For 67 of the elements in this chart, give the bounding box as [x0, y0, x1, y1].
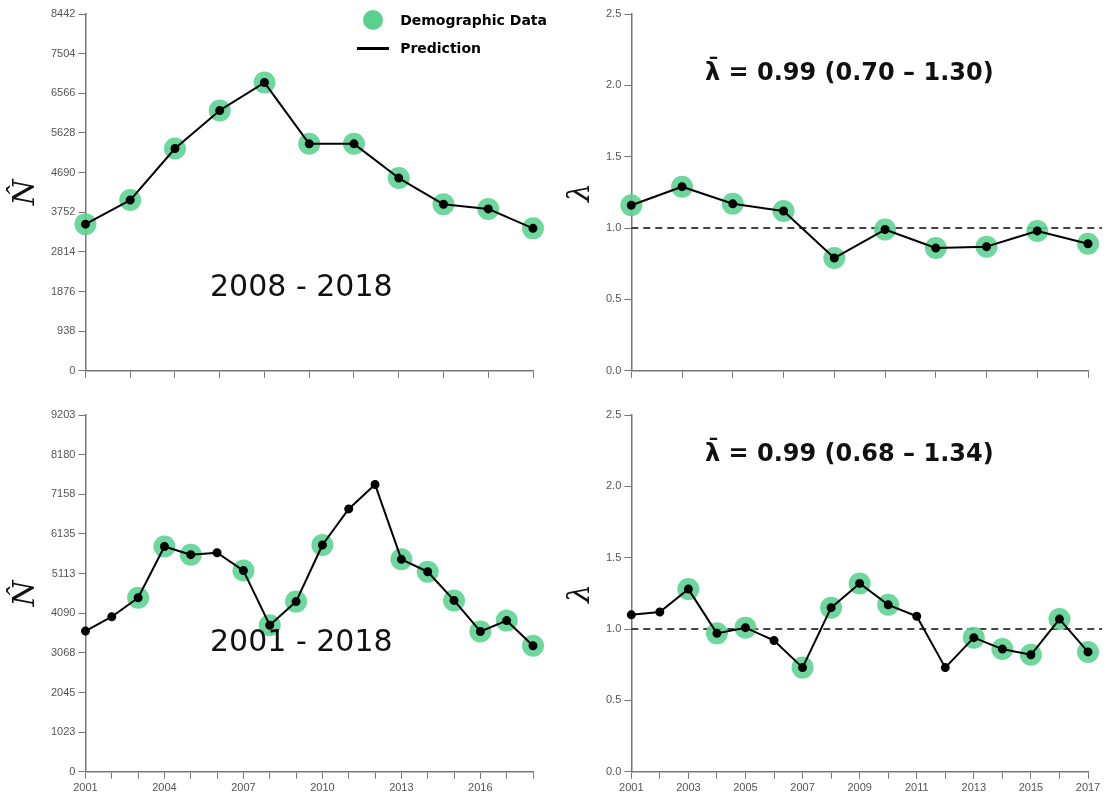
- annotation: λ̄ = 0.99 (0.68 – 1.34): [705, 439, 994, 467]
- point: [769, 636, 779, 645]
- annotation: 2008 - 2018: [210, 268, 393, 303]
- y-axis-title: N̂: [5, 578, 41, 608]
- point: [107, 612, 117, 622]
- y-tick-label: 2.0: [605, 78, 622, 91]
- x-tick-label: 2013: [389, 781, 414, 794]
- x-tick-label: 2007: [231, 781, 256, 794]
- y-tick-label: 2045: [50, 685, 76, 698]
- y-tick-label: 1.0: [605, 622, 622, 635]
- x-tick-label: 2004: [152, 781, 177, 794]
- y-tick-label: 7504: [50, 46, 76, 59]
- y-tick-label: 1023: [50, 725, 76, 738]
- point: [80, 626, 90, 636]
- y-tick-label: 0.5: [605, 292, 622, 305]
- point: [940, 663, 950, 673]
- legend-label: Demographic Data: [400, 12, 547, 28]
- x-tick-label: 2001: [619, 781, 644, 794]
- y-tick-label: 0.0: [605, 764, 622, 777]
- y-tick-label: 0: [69, 764, 76, 777]
- y-tick-label: 0.0: [605, 363, 622, 376]
- legend-label: Prediction: [400, 40, 481, 56]
- y-tick-label: 2.5: [605, 7, 622, 20]
- y-tick-label: 0.5: [605, 693, 622, 706]
- y-tick-label: 4690: [50, 165, 76, 178]
- y-tick-label: 3068: [50, 645, 76, 658]
- y-tick-label: 1.5: [605, 550, 622, 563]
- x-tick-label: 2009: [847, 781, 872, 794]
- y-tick-label: 7158: [50, 487, 76, 500]
- x-tick-label: 2017: [1075, 781, 1101, 794]
- x-tick-label: 2010: [310, 781, 335, 794]
- y-tick-label: 938: [57, 324, 76, 337]
- point: [655, 607, 665, 617]
- y-tick-label: 1876: [50, 284, 76, 297]
- y-tick-label: 3752: [50, 205, 76, 218]
- y-axis-title: λ: [560, 583, 596, 604]
- y-tick-label: 8442: [50, 7, 76, 20]
- annotation: 2001 - 2018: [210, 623, 393, 658]
- y-tick-label: 2814: [50, 244, 76, 257]
- x-tick-label: 2003: [676, 781, 701, 794]
- y-axis-title: λ: [560, 182, 596, 203]
- annotation: λ̄ = 0.99 (0.70 – 1.30): [705, 58, 994, 86]
- x-tick-label: 2005: [733, 781, 758, 794]
- y-tick-label: 1.0: [605, 221, 622, 234]
- point: [912, 611, 922, 621]
- y-tick-label: 5113: [51, 566, 76, 579]
- x-tick-label: 2001: [73, 781, 98, 794]
- y-tick-label: 4090: [50, 606, 76, 619]
- y-tick-label: 6566: [50, 86, 76, 99]
- point: [370, 480, 380, 490]
- y-tick-label: 2.5: [605, 408, 622, 421]
- y-tick-label: 8180: [50, 447, 76, 460]
- point: [212, 548, 222, 558]
- y-tick-label: 0: [69, 363, 76, 376]
- x-tick-label: 2013: [961, 781, 987, 794]
- y-tick-label: 6135: [50, 526, 76, 539]
- y-tick-label: 1.5: [605, 149, 622, 162]
- y-tick-label: 2.0: [605, 479, 622, 492]
- x-tick-label: 2016: [468, 781, 493, 794]
- x-tick-label: 2007: [790, 781, 815, 794]
- point: [344, 504, 354, 514]
- x-tick-label: 2011: [904, 781, 929, 794]
- y-tick-label: 5628: [50, 125, 76, 138]
- point: [626, 610, 636, 620]
- y-axis-title: N̂: [5, 177, 41, 207]
- x-tick-label: 2015: [1018, 781, 1044, 794]
- y-tick-label: 9203: [50, 408, 76, 421]
